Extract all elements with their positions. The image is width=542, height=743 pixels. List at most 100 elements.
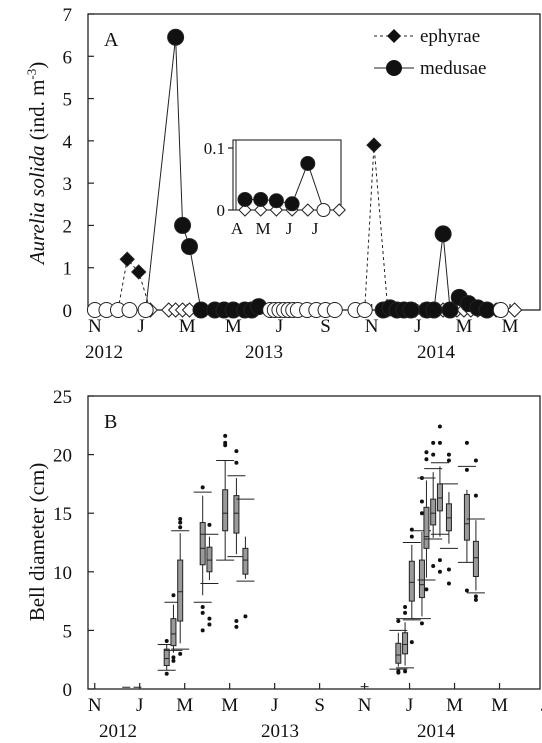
box-outlier (446, 458, 451, 463)
medusae-point (402, 301, 420, 319)
x-tick-label: S (314, 695, 325, 716)
ephyrae-line (94, 258, 190, 311)
box-outlier (446, 567, 451, 572)
box-outlier (409, 534, 414, 539)
ephyrae-point (131, 264, 147, 280)
box-plot (396, 604, 415, 674)
box-body (395, 642, 402, 664)
inset-medusae-point (300, 156, 316, 171)
medusae-point (174, 216, 192, 234)
box-outlier (446, 452, 451, 457)
inset-ephyrae-point (253, 203, 268, 217)
y-tick-label: 1 (63, 259, 73, 280)
x-tick-label: N (88, 695, 102, 716)
y-tick-label: 25 (53, 387, 72, 408)
box-outlier (178, 525, 183, 530)
box-outlier (234, 460, 239, 465)
box-plot (164, 593, 183, 663)
inset-medusae-point (237, 191, 253, 207)
medusae-point (425, 301, 443, 319)
panel-b-y-axis: 0 5 10 15 20 25 (53, 387, 94, 701)
panel-a-y-axis: 0 1 2 3 4 5 6 7 (63, 5, 94, 322)
box-plot (171, 517, 190, 656)
panel-b-year-labels: 2012 2013 2014 (99, 721, 456, 742)
box-outlier (234, 619, 239, 624)
box-outlier (207, 522, 212, 527)
x-tick-label: M (502, 316, 519, 337)
box-body (408, 560, 415, 602)
inset-ephyrae-point (238, 203, 252, 217)
box-outlier (171, 658, 176, 663)
box-outlier (178, 651, 183, 656)
inset-x-tick-label: A (231, 219, 244, 238)
inset-x-tick-label: J (286, 219, 293, 238)
inset-medusae-point (316, 203, 331, 217)
inset-medusae-point (284, 196, 300, 212)
box-plot (216, 433, 235, 561)
box-plot (457, 440, 476, 593)
box-outlier (437, 569, 442, 574)
inset-medusae-point (253, 191, 269, 207)
box-body (418, 559, 425, 599)
box-plot (402, 527, 421, 645)
box-outlier (431, 563, 436, 568)
ephyrae-point (506, 302, 523, 318)
box-outlier (446, 581, 451, 586)
x-tick-label: M (179, 316, 196, 337)
box-plot (193, 485, 212, 633)
box-body (222, 489, 229, 532)
y-tick-label: 10 (53, 563, 72, 584)
medusae-point (167, 28, 185, 46)
x-tick-label: J (137, 316, 144, 337)
box-body (206, 546, 213, 573)
year-label: 2014 (417, 342, 456, 363)
ephyrae-point (366, 137, 382, 153)
box-outlier (473, 458, 478, 463)
x-tick-label: J (271, 695, 278, 716)
box-outlier (200, 610, 205, 615)
inset-y-tick-label: 0 (217, 201, 226, 220)
box-body (423, 506, 430, 549)
box-outlier (419, 621, 424, 626)
box-outlier (464, 467, 469, 472)
box-body (233, 495, 240, 534)
box-outlier (464, 440, 469, 445)
panel-a-y-axis-title: Aurelia solida (ind. m-3) (24, 62, 49, 267)
box-body (463, 493, 470, 541)
box-body (163, 648, 170, 667)
box-outlier (403, 610, 408, 615)
y-tick-label: 4 (63, 132, 73, 153)
box-body (472, 540, 479, 577)
year-label: 2013 (245, 342, 283, 363)
box-body (170, 618, 177, 647)
x-tick-label: J (414, 316, 421, 337)
y-tick-label: 2 (63, 216, 73, 237)
x-tick-label: N (365, 316, 379, 337)
panel-a-year-labels: 2012 2013 2014 (85, 342, 456, 363)
box-outlier (164, 671, 169, 676)
medusae-point (121, 302, 138, 318)
x-tick-label: M (225, 316, 242, 337)
box-plot (200, 522, 219, 627)
legend-ephyrae-marker (387, 29, 401, 43)
box-outlier (419, 499, 424, 504)
box-outlier (409, 527, 414, 532)
box-outlier (473, 597, 478, 602)
ephyrae-point (119, 251, 135, 267)
box-outlier (437, 424, 442, 429)
medusae-point (180, 238, 198, 256)
y-tick-label: 6 (63, 47, 73, 68)
box-outlier (403, 604, 408, 609)
y-tick-label: 3 (63, 174, 73, 195)
y-tick-label: 0 (63, 680, 73, 701)
medusae-point (356, 302, 373, 318)
panel-b: B 0 5 10 15 20 25 N J M M J S N J M M J 2012 2013 2014 Be… (25, 387, 542, 742)
box-outlier (396, 619, 401, 624)
year-label: 2012 (85, 342, 123, 363)
legend-medusae: medusae (374, 58, 486, 79)
box-outlier (424, 587, 429, 592)
medusae-point (478, 301, 496, 319)
year-label: 2014 (417, 721, 456, 742)
box-plot (430, 424, 449, 574)
x-tick-label: S (320, 316, 331, 337)
